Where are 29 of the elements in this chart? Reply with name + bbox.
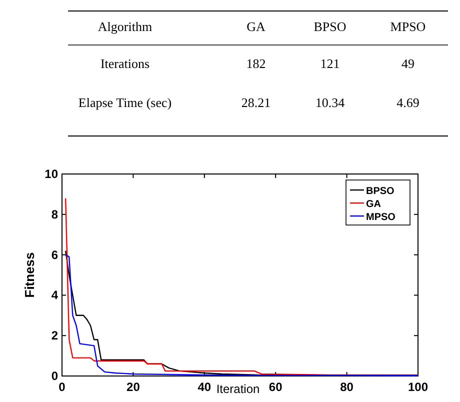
legend-label: BPSO [366,186,395,197]
data-label: 28.21 [241,95,271,110]
y-tick-label: 4 [51,288,58,302]
category-label: MPSO [390,19,426,34]
line-series [64,198,419,376]
x-tick-label: 60 [268,380,283,394]
y-tick-label: 8 [51,207,58,222]
text: Iterations [100,56,150,71]
text: Algorithm [98,19,152,34]
y-axis-title: Fitness [22,252,37,298]
category-label: GA [246,19,266,34]
data-label: 49 [402,56,414,71]
x-tick-label: 40 [198,380,212,394]
x-tick-label: 100 [408,380,428,394]
x-tick-label: 80 [340,380,354,394]
data-label: 182 [246,56,266,71]
x-tick-label: 20 [126,380,140,394]
text: Elapse Time (sec) [78,95,172,110]
data-label: 121 [320,56,340,71]
legend-label: MPSO [366,212,396,223]
category-label: BPSO [314,19,346,34]
legend-label: GA [366,199,381,210]
x-axis-title: Iteration [216,382,260,396]
data-label: 4.69 [396,95,420,110]
data-label: 10.34 [315,95,346,110]
y-tick-label: 2 [51,328,58,343]
y-tick-label: 6 [51,248,58,262]
y-tick-label: 0 [51,369,58,383]
y-tick-label: 10 [44,167,58,181]
